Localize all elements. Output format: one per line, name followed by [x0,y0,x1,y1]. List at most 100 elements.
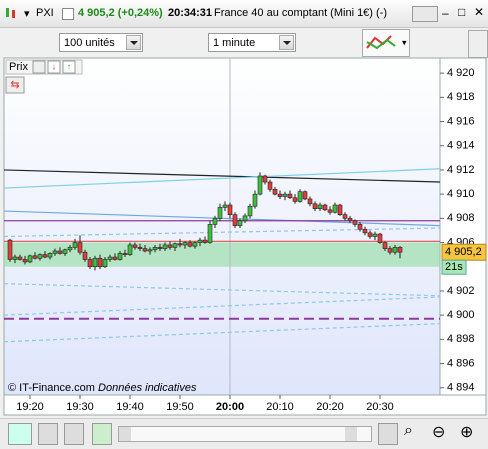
price-axis [439,57,487,396]
candle-body [57,250,63,254]
trend-line [3,283,441,297]
up-arrow: ↑ [67,61,72,71]
trend-line [3,168,441,189]
last-price: 4 905,2 (+0,24%) [78,7,163,19]
panel-label: Prix [9,61,28,73]
candle-body [202,239,208,243]
close-button[interactable]: ✕ [474,5,485,19]
copyright: © IT-Finance.com Données indicatives [8,382,197,394]
candle-body [72,242,78,248]
quantity-value: 100 unités [64,37,115,49]
last-price-label: 4 905,2 [445,246,482,258]
candle-body [272,188,278,195]
x-tick-label: 19:20 [16,401,44,413]
candle-body [137,247,143,249]
interval-select[interactable]: 1 minute [208,33,296,52]
candle-body [77,242,83,253]
candle-body [367,232,373,237]
dropdown-marker[interactable]: ▾ [24,8,30,20]
countdown: 21s [445,261,463,273]
y-tick-label: 4 898 [447,333,475,345]
zoom-in[interactable]: ⊕ [460,424,474,441]
candle-body [27,255,33,263]
copyright-text: © IT-Finance.com [8,382,95,394]
trend-line [3,323,441,343]
candle-body [262,175,268,183]
candle-body [252,193,258,207]
title-bar: ▾ PXI 4 905,2 (+0,24%) 20:34:31 France 4… [0,0,488,28]
trend-line [3,169,441,183]
candle-body [117,253,123,260]
y-tick-label: 4 894 [447,382,475,394]
candle-body [322,204,328,211]
candle-body [132,244,138,248]
y-tick-label: 4 916 [447,115,475,127]
refresh-icon: ⇆ [10,79,19,91]
candle-body [7,239,13,260]
y-tick-label: 4 900 [447,309,475,321]
tool-button[interactable] [32,60,46,74]
scroll-right[interactable] [345,427,357,441]
tool-button-4[interactable] [92,423,112,445]
candle-body [62,249,68,254]
y-tick-label: 4 896 [447,357,475,369]
candle-body [387,248,393,253]
candle-body [307,198,313,205]
bottom-toolbar: ⌕ ⊖ ⊕ [0,418,488,449]
trend-line [3,227,441,238]
up-button[interactable] [62,60,76,74]
candle-body [197,239,203,243]
candle-body [212,218,218,225]
tool-button-2[interactable] [38,423,58,445]
menu-button[interactable] [412,6,438,22]
quantity-select[interactable]: 100 unités [59,33,143,52]
candle-body [337,204,343,216]
checkbox[interactable] [62,8,74,20]
tool-button-3[interactable] [64,423,84,445]
candle-body [297,191,303,202]
tool-button-5[interactable] [378,423,398,445]
candle-body [207,224,213,243]
tool-button-1[interactable] [8,423,32,445]
zone [4,242,440,267]
refresh-button[interactable] [5,76,25,94]
down-button[interactable] [47,60,61,74]
candle-body [362,228,368,234]
candle-body [122,253,128,255]
scrollbar[interactable] [118,426,372,442]
candle-body [332,204,338,213]
candle-body [87,259,93,268]
candle-body [227,204,233,216]
candle-body [382,242,388,249]
candle-body [397,247,403,253]
zoom-fit[interactable]: ⌕ [404,422,413,439]
x-tick-label: 19:30 [66,401,94,413]
y-tick-label: 4 914 [447,140,475,152]
candle-body [372,233,378,237]
candle-body [237,220,243,226]
indicator-button[interactable]: ▾ [362,29,410,57]
candle-body [162,244,168,249]
time-axis [3,394,487,416]
instrument: France 40 au comptant (Mini 1€) (-) [214,7,388,19]
x-tick-label: 19:50 [166,401,194,413]
candle-body [152,247,158,251]
candle-body [312,203,318,209]
candle-body [177,243,183,246]
candle-body [377,233,383,243]
candle-body [52,250,58,254]
maximize-button[interactable]: □ [458,5,466,19]
candle-body [22,259,28,263]
minimize-button[interactable]: – [442,6,449,20]
y-tick-label: 4 902 [447,285,475,297]
candle-body [127,244,133,255]
candle-body [327,209,333,213]
candle-body [392,247,398,253]
zoom-out[interactable]: ⊖ [432,424,446,441]
candle-body [142,248,148,252]
y-tick-label: 4 908 [447,212,475,224]
side-panel-button[interactable] [468,30,488,58]
candle-body [342,214,348,219]
candle-body [112,256,118,260]
scroll-left[interactable] [119,427,131,441]
